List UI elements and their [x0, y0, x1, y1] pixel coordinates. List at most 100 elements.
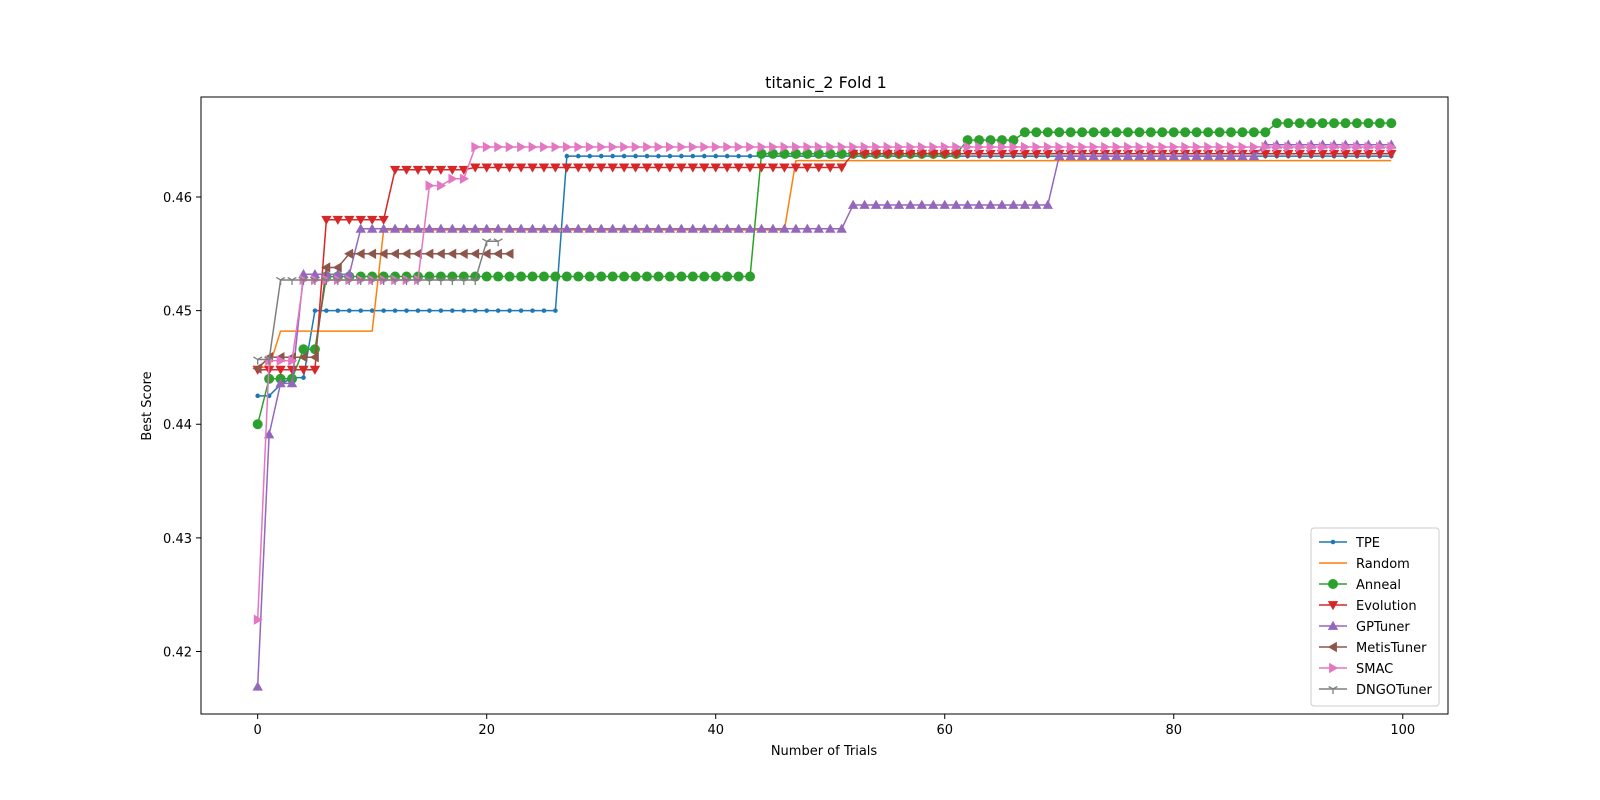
- data-point: [813, 163, 824, 173]
- data-point: [1078, 141, 1088, 153]
- data-point: [802, 163, 813, 173]
- data-point: [481, 223, 492, 233]
- chart-title: titanic_2 Fold 1: [765, 73, 887, 93]
- data-point: [893, 149, 905, 160]
- data-point: [1351, 149, 1363, 160]
- data-point: [1340, 149, 1351, 160]
- data-point: [1294, 149, 1305, 160]
- data-point: [276, 355, 286, 366]
- data-point: [435, 165, 447, 175]
- data-point: [424, 223, 435, 233]
- data-point: [1101, 141, 1111, 153]
- data-point: [769, 141, 779, 153]
- data-point: [610, 153, 615, 159]
- data-point: [747, 153, 753, 159]
- data-point: [916, 149, 928, 160]
- data-point: [1364, 141, 1374, 153]
- x-tick-label: 20: [478, 723, 495, 738]
- data-point: [859, 199, 870, 209]
- data-point: [392, 308, 398, 313]
- data-point: [1248, 127, 1259, 138]
- data-point: [1250, 141, 1260, 153]
- data-point: [1260, 149, 1271, 160]
- data-point: [288, 355, 298, 366]
- data-point: [630, 271, 641, 282]
- data-point: [390, 276, 400, 285]
- data-point: [1363, 118, 1374, 129]
- data-point: [366, 248, 377, 260]
- data-point: [882, 199, 893, 209]
- data-point: [847, 149, 859, 160]
- data-point: [585, 141, 595, 153]
- data-point: [436, 180, 447, 191]
- data-point: [687, 223, 699, 233]
- data-point: [412, 223, 424, 233]
- data-point: [584, 271, 595, 282]
- data-point: [962, 149, 973, 160]
- data-point: [1042, 149, 1053, 160]
- data-point: [415, 308, 421, 313]
- data-point: [1294, 118, 1305, 129]
- data-point: [344, 248, 354, 260]
- data-point: [1271, 149, 1283, 160]
- data-point: [882, 149, 893, 160]
- data-point: [699, 163, 710, 173]
- data-point: [1306, 118, 1317, 129]
- data-point: [825, 223, 836, 233]
- data-point: [620, 141, 630, 153]
- data-point: [1248, 150, 1260, 160]
- legend-marker: [1327, 601, 1339, 611]
- data-point: [633, 153, 638, 159]
- data-point: [1065, 150, 1076, 160]
- data-point: [1204, 141, 1214, 153]
- data-point: [701, 153, 707, 159]
- data-point: [676, 163, 687, 173]
- legend-label: TPE: [1355, 536, 1380, 551]
- data-point: [608, 141, 618, 153]
- data-point: [687, 163, 699, 173]
- series-line: [256, 122, 1392, 425]
- data-point: [1340, 118, 1351, 129]
- data-point: [541, 308, 547, 313]
- data-point: [952, 141, 962, 153]
- data-point: [1099, 150, 1111, 160]
- data-point: [664, 163, 676, 173]
- data-point: [335, 308, 341, 313]
- data-point: [481, 163, 492, 173]
- data-point: [333, 276, 343, 285]
- data-point: [596, 163, 607, 173]
- data-point: [928, 149, 939, 160]
- data-point: [484, 308, 489, 313]
- data-point: [492, 223, 504, 233]
- data-point: [344, 215, 355, 225]
- data-point: [1020, 141, 1031, 153]
- data-point: [321, 262, 331, 273]
- data-point: [540, 141, 550, 153]
- data-point: [584, 163, 595, 173]
- data-point: [733, 163, 744, 173]
- data-point: [756, 163, 767, 173]
- data-point: [790, 223, 802, 233]
- y-tick-label: 0.42: [163, 646, 192, 661]
- data-point: [355, 223, 366, 233]
- data-point: [344, 276, 354, 285]
- x-axis-label: Number of Trials: [771, 744, 878, 759]
- data-point: [975, 141, 985, 153]
- data-point: [298, 276, 309, 285]
- data-point: [1031, 127, 1042, 138]
- data-point: [1238, 141, 1248, 153]
- series-line: [256, 143, 1392, 687]
- data-point: [1134, 127, 1145, 138]
- data-point: [401, 223, 412, 233]
- data-point: [412, 248, 422, 260]
- data-point: [504, 271, 515, 282]
- data-point: [962, 199, 973, 209]
- data-point: [481, 271, 492, 282]
- data-point: [895, 141, 905, 153]
- data-point: [366, 223, 378, 233]
- data-point: [996, 199, 1008, 209]
- data-point: [561, 163, 573, 173]
- data-point: [287, 276, 297, 285]
- data-point: [710, 163, 721, 173]
- data-point: [721, 163, 733, 173]
